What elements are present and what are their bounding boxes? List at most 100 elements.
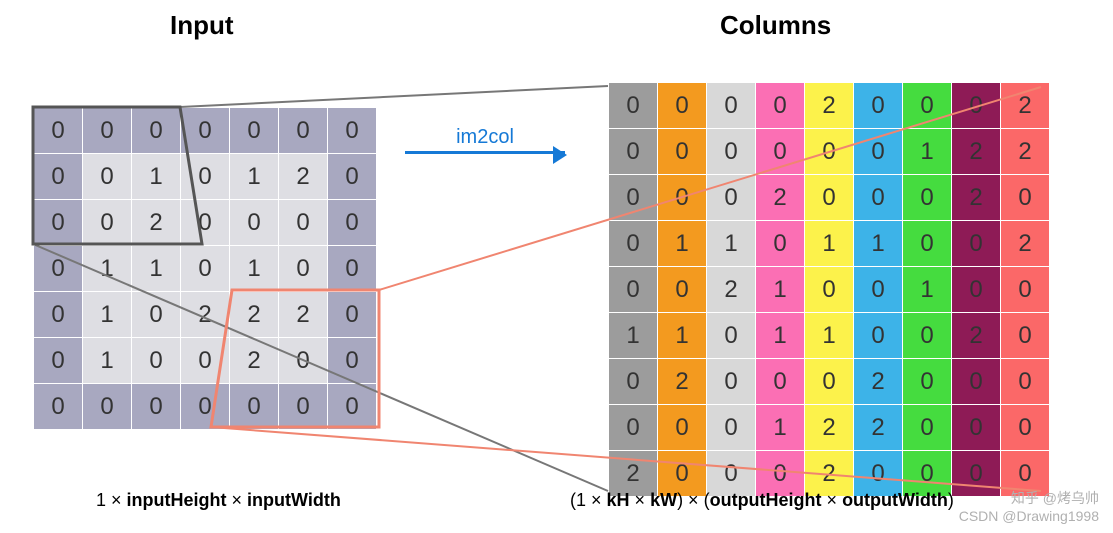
caption-columns: (1 × kH × kW) × (outputHeight × outputWi… <box>570 490 954 511</box>
arrow-line <box>405 151 565 154</box>
columns-cell: 2 <box>854 359 903 405</box>
columns-cell: 0 <box>756 129 805 175</box>
columns-cell: 0 <box>609 83 658 129</box>
columns-cell: 1 <box>707 221 756 267</box>
columns-cell: 0 <box>903 175 952 221</box>
input-cell: 0 <box>328 246 377 292</box>
columns-cell: 1 <box>903 129 952 175</box>
title-input: Input <box>170 10 234 41</box>
input-cell: 1 <box>230 246 279 292</box>
columns-cell: 0 <box>756 221 805 267</box>
columns-cell: 2 <box>1001 83 1050 129</box>
columns-cell: 2 <box>952 129 1001 175</box>
input-cell: 0 <box>132 384 181 430</box>
columns-cell: 1 <box>903 267 952 313</box>
columns-cell: 0 <box>658 405 707 451</box>
input-cell: 1 <box>83 246 132 292</box>
input-cell: 0 <box>34 338 83 384</box>
columns-cell: 0 <box>1001 451 1050 497</box>
columns-cell: 0 <box>707 359 756 405</box>
columns-cell: 2 <box>854 405 903 451</box>
input-cell: 1 <box>230 154 279 200</box>
columns-cell: 0 <box>952 221 1001 267</box>
input-cell: 0 <box>181 384 230 430</box>
input-cell: 0 <box>34 384 83 430</box>
columns-cell: 2 <box>707 267 756 313</box>
input-cell: 0 <box>34 108 83 154</box>
input-cell: 0 <box>83 200 132 246</box>
columns-cell: 0 <box>609 129 658 175</box>
columns-cell: 0 <box>658 129 707 175</box>
columns-cell: 0 <box>609 267 658 313</box>
input-cell: 0 <box>230 108 279 154</box>
input-cell: 0 <box>328 292 377 338</box>
columns-cell: 1 <box>805 221 854 267</box>
input-cell: 0 <box>279 200 328 246</box>
input-cell: 1 <box>132 154 181 200</box>
input-cell: 2 <box>181 292 230 338</box>
columns-cell: 1 <box>756 405 805 451</box>
columns-cell: 0 <box>1001 313 1050 359</box>
input-cell: 0 <box>279 246 328 292</box>
input-cell: 1 <box>132 246 181 292</box>
input-cell: 0 <box>132 338 181 384</box>
columns-cell: 0 <box>1001 405 1050 451</box>
input-cell: 0 <box>34 246 83 292</box>
columns-cell: 2 <box>1001 129 1050 175</box>
input-cell: 0 <box>328 338 377 384</box>
columns-cell: 0 <box>854 83 903 129</box>
columns-cell: 0 <box>707 83 756 129</box>
columns-cell: 1 <box>658 313 707 359</box>
input-cell: 0 <box>83 108 132 154</box>
columns-cell: 0 <box>805 267 854 313</box>
columns-cell: 0 <box>854 129 903 175</box>
columns-cell: 0 <box>903 405 952 451</box>
columns-cell: 0 <box>854 175 903 221</box>
columns-cell: 0 <box>805 129 854 175</box>
columns-cell: 0 <box>854 313 903 359</box>
columns-cell: 0 <box>756 83 805 129</box>
columns-cell: 0 <box>609 359 658 405</box>
columns-cell: 1 <box>756 313 805 359</box>
columns-cell: 0 <box>707 313 756 359</box>
columns-cell: 0 <box>1001 175 1050 221</box>
columns-cell: 0 <box>903 359 952 405</box>
input-cell: 0 <box>181 200 230 246</box>
columns-cell: 1 <box>609 313 658 359</box>
columns-cell: 0 <box>854 267 903 313</box>
input-cell: 0 <box>181 338 230 384</box>
columns-cell: 0 <box>707 129 756 175</box>
columns-cell: 0 <box>903 313 952 359</box>
columns-cell: 0 <box>1001 359 1050 405</box>
columns-cell: 2 <box>658 359 707 405</box>
columns-cell: 0 <box>952 267 1001 313</box>
columns-cell: 0 <box>805 175 854 221</box>
columns-cell: 0 <box>1001 267 1050 313</box>
columns-cell: 0 <box>658 175 707 221</box>
columns-cell: 0 <box>903 221 952 267</box>
input-cell: 0 <box>279 384 328 430</box>
input-cell: 2 <box>279 292 328 338</box>
input-cell: 0 <box>34 200 83 246</box>
input-cell: 2 <box>132 200 181 246</box>
columns-cell: 0 <box>609 221 658 267</box>
input-cell: 2 <box>230 292 279 338</box>
columns-cell: 0 <box>609 175 658 221</box>
columns-cell: 0 <box>658 267 707 313</box>
caption-input: 1 × inputHeight × inputWidth <box>96 490 341 511</box>
input-cell: 0 <box>279 108 328 154</box>
columns-grid: 0000200020000001220002000200110110020021… <box>608 82 1050 497</box>
columns-cell: 0 <box>609 405 658 451</box>
input-cell: 0 <box>328 108 377 154</box>
columns-cell: 0 <box>952 405 1001 451</box>
columns-cell: 0 <box>805 359 854 405</box>
columns-cell: 2 <box>756 175 805 221</box>
columns-cell: 2 <box>805 83 854 129</box>
input-cell: 0 <box>83 384 132 430</box>
columns-cell: 0 <box>707 405 756 451</box>
columns-cell: 0 <box>903 83 952 129</box>
input-cell: 0 <box>132 292 181 338</box>
columns-cell: 2 <box>805 405 854 451</box>
input-cell: 0 <box>279 338 328 384</box>
input-cell: 0 <box>83 154 132 200</box>
